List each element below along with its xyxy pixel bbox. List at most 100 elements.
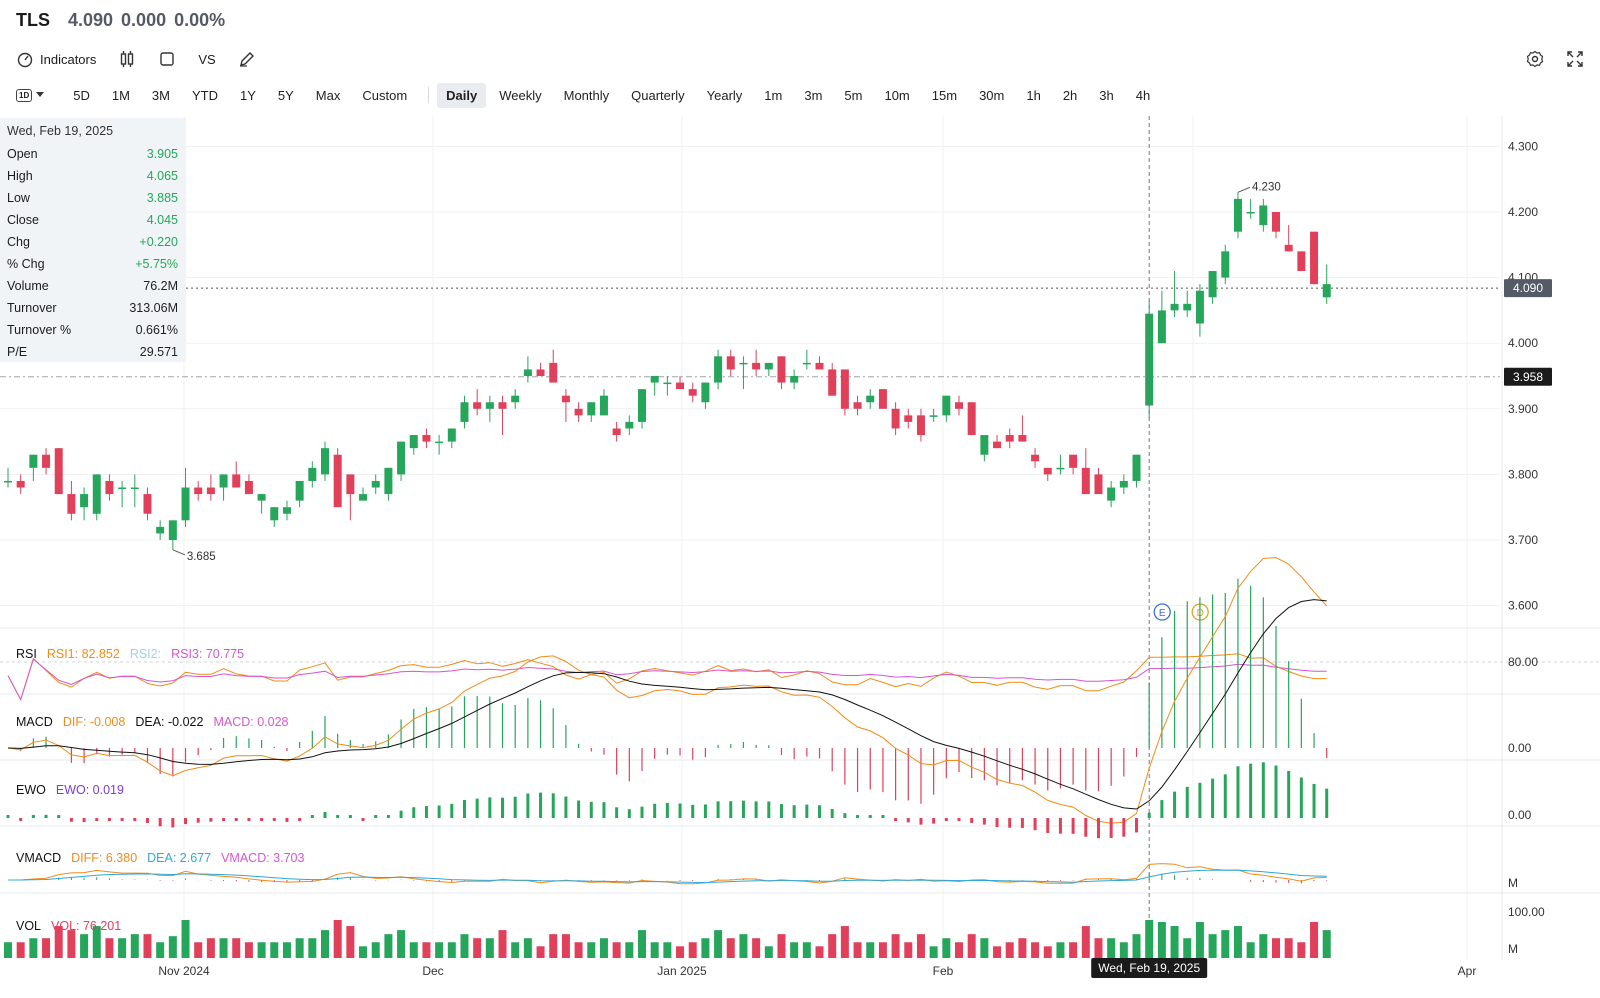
candle-body	[942, 395, 951, 416]
volume-bar	[790, 942, 799, 958]
vs-button[interactable]: VS	[198, 52, 215, 67]
gear-icon[interactable]	[1526, 50, 1544, 68]
chart-type-button[interactable]	[118, 50, 136, 68]
interval-10m[interactable]: 10m	[884, 87, 910, 103]
period-5y[interactable]: 5Y	[277, 87, 294, 103]
volume-bar	[321, 930, 329, 958]
candle-body	[612, 428, 621, 436]
volume-bar	[118, 938, 127, 958]
interval-3h[interactable]: 3h	[1099, 87, 1114, 103]
vol-tick: 100.00	[1508, 905, 1545, 919]
interval-monthly[interactable]: Monthly	[563, 87, 610, 103]
candle-body	[54, 448, 63, 495]
volume-bar	[688, 942, 697, 958]
volume-bar	[359, 946, 368, 958]
volume-bar	[384, 934, 393, 958]
volume-bar	[1183, 938, 1192, 958]
interval-30m[interactable]: 30m	[979, 87, 1005, 103]
interval-1h[interactable]: 1h	[1026, 87, 1041, 103]
period-5d[interactable]: 5D	[73, 87, 90, 103]
candle-body	[955, 402, 963, 409]
volume-bar	[1069, 942, 1078, 958]
period-max[interactable]: Max	[315, 87, 341, 103]
volume-bar	[1259, 934, 1268, 958]
interval-3m[interactable]: 3m	[804, 87, 823, 103]
candle-body	[346, 474, 355, 495]
period-3m[interactable]: 3M	[151, 87, 170, 103]
last-price-tag-bg	[1504, 279, 1552, 298]
fullscreen-icon[interactable]	[1566, 50, 1584, 68]
volume-bar	[1195, 922, 1204, 958]
volume-bar	[752, 938, 761, 958]
interval-quarterly[interactable]: Quarterly	[631, 87, 685, 103]
candle-body	[371, 480, 380, 488]
candle-body	[676, 382, 685, 390]
vmacd-name: VMACD	[16, 851, 62, 865]
indicators-button[interactable]: Indicators	[16, 50, 96, 68]
volume-bar	[346, 926, 355, 958]
x-tick-label: Apr	[1458, 964, 1477, 978]
candle-body	[194, 487, 203, 495]
period-1y[interactable]: 1Y	[239, 87, 256, 103]
volume-bar	[1145, 920, 1154, 958]
vol-value: VOL: 76.201	[51, 919, 122, 933]
volume-bar	[676, 946, 685, 958]
candle-body	[422, 435, 431, 442]
candle-body	[1119, 480, 1128, 488]
candle-body	[726, 356, 735, 370]
macd-dif-line	[7, 556, 1328, 824]
volume-bar	[739, 934, 748, 958]
volume-bar	[1056, 942, 1065, 958]
candle-body	[80, 494, 89, 508]
candle-body	[561, 395, 570, 403]
indicators-icon	[17, 52, 33, 68]
ohlc-info-panel: Wed, Feb 19, 2025 Open 3.905 High 4.065 Low 3…	[0, 118, 186, 362]
interval-weekly[interactable]: Weekly	[499, 87, 542, 103]
interval-daily[interactable]: Daily	[437, 82, 487, 108]
volume-bar	[650, 942, 659, 958]
event-marker	[1153, 603, 1171, 621]
info-label: Turnover %	[7, 323, 72, 337]
interval-yearly[interactable]: Yearly	[706, 87, 743, 103]
price-change-pct: 0.00%	[174, 10, 226, 30]
info-label: High	[7, 169, 33, 183]
period-ytd[interactable]: YTD	[191, 87, 218, 103]
compare-box-button[interactable]	[158, 50, 176, 68]
draw-button[interactable]	[238, 50, 256, 68]
volume-bar	[561, 934, 570, 958]
volume-bar	[574, 942, 583, 958]
candle-body	[1322, 284, 1331, 298]
volume-bar	[638, 930, 646, 958]
rsi1-line	[7, 653, 1327, 701]
volume-bar	[1208, 934, 1217, 958]
period-custom[interactable]: Custom	[362, 87, 408, 103]
volume-bar	[92, 926, 101, 958]
candle-body	[130, 487, 139, 490]
interval-1m[interactable]: 1m	[764, 87, 783, 103]
volume-bar	[1221, 930, 1230, 958]
interval-2h[interactable]: 2h	[1062, 87, 1078, 103]
candle-body	[663, 382, 672, 385]
period-1m[interactable]: 1M	[111, 87, 130, 103]
candle-body	[1056, 467, 1065, 470]
y-tick-label: 4.300	[1508, 139, 1538, 153]
interval-selector[interactable]: 1D	[16, 88, 45, 102]
interval-5m[interactable]: 5m	[844, 87, 863, 103]
candle-body	[384, 467, 393, 495]
volume-bar	[536, 946, 545, 958]
x-tick-label: Feb	[933, 964, 954, 978]
candle-body	[282, 507, 291, 514]
y-tick-label: 4.200	[1508, 205, 1538, 219]
volume-bar	[333, 920, 342, 958]
candle-body	[460, 402, 469, 422]
volume-bar	[447, 942, 456, 958]
interval-15m[interactable]: 15m	[931, 87, 958, 103]
info-label: Chg	[7, 235, 30, 249]
interval-4h[interactable]: 4h	[1135, 87, 1151, 103]
y-tick-label: 3.700	[1508, 533, 1538, 547]
ewo-name: EWO	[16, 783, 46, 797]
volume-bar	[929, 946, 938, 958]
info-label: Volume	[7, 279, 49, 293]
candle-body	[359, 494, 368, 501]
